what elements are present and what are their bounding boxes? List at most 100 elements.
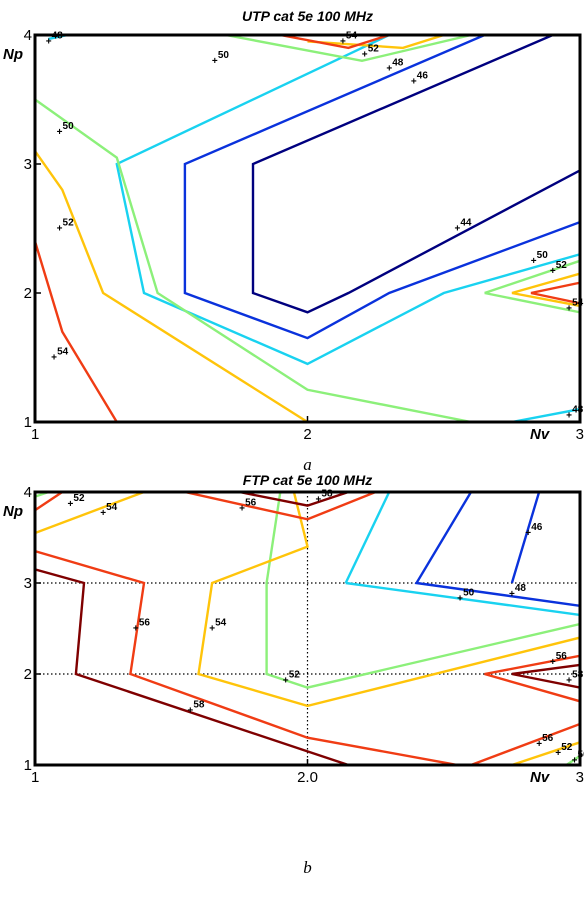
contour-marker: +	[555, 748, 561, 759]
y-tick-label: 1	[24, 414, 32, 431]
contour-line-46	[510, 492, 541, 584]
contour-line-54	[280, 35, 390, 50]
contour-line-50	[225, 35, 472, 63]
contour-marker: +	[239, 503, 245, 514]
y-tick-label: 2	[24, 666, 32, 683]
x-tick-label: 3	[576, 426, 584, 443]
contour-line-56	[184, 492, 377, 521]
contour-marker: +	[550, 657, 556, 668]
contour-line-52	[511, 272, 580, 308]
contour-marker: +	[536, 739, 542, 750]
contour-marker: +	[68, 499, 74, 510]
contour-line-48	[511, 407, 580, 422]
contour-value-label: 46	[417, 70, 429, 81]
contour-value-label: 48	[515, 583, 527, 594]
contour-line-48	[344, 492, 391, 584]
contour-value-label: 54	[215, 618, 227, 629]
contour-line-58	[239, 492, 349, 507]
contour-value-label: 50	[537, 250, 549, 261]
y-axis-label: Np	[3, 46, 23, 63]
contour-marker: +	[525, 528, 531, 539]
contour-line-54	[35, 492, 63, 512]
contour-marker: +	[212, 56, 218, 67]
contour-line-50	[35, 98, 472, 422]
contour-marker: +	[133, 624, 139, 635]
contour-value-label: 50	[63, 121, 75, 132]
contour-line-54	[470, 722, 580, 765]
contour-line-52	[307, 35, 445, 50]
x-tick-label: 2	[303, 426, 311, 443]
contour-line-50	[484, 259, 580, 314]
contour-value-label: 56	[139, 618, 151, 629]
contour-value-label: 52	[556, 260, 568, 271]
contour-lines	[35, 492, 580, 765]
contour-marker: +	[283, 675, 289, 686]
contour-value-label: 58	[321, 488, 333, 499]
contour-value-label: 54	[572, 297, 584, 308]
contour-line-50	[265, 492, 580, 689]
contour-line-46	[414, 492, 580, 607]
contour-value-label: 54	[57, 347, 69, 358]
contour-value-label: 54	[106, 502, 118, 513]
y-tick-label: 4	[24, 27, 32, 44]
contour-marker: +	[187, 705, 193, 716]
contour-marker: +	[340, 36, 346, 47]
contour-line-52	[511, 741, 580, 765]
x-tick-label: 3	[576, 769, 584, 786]
contour-marker: +	[57, 127, 63, 138]
y-tick-label: 2	[24, 285, 32, 302]
contour-marker: +	[100, 508, 106, 519]
contour-marker: +	[51, 353, 57, 364]
contour-value-label: 48	[52, 30, 64, 41]
y-tick-label: 4	[24, 484, 32, 501]
contour-line-46	[183, 35, 580, 340]
y-tick-label: 1	[24, 757, 32, 774]
contour-marker: +	[566, 303, 572, 314]
y-tick-label: 3	[24, 575, 32, 592]
contour-value-label: 52	[73, 493, 85, 504]
contour-marker: +	[509, 589, 515, 600]
contour-line-52	[197, 492, 580, 708]
contour-line-48	[115, 35, 580, 366]
contour-marker: +	[566, 675, 572, 686]
contour-marker: +	[315, 494, 321, 505]
y-tick-label: 3	[24, 156, 32, 173]
contour-marker: +	[550, 266, 556, 277]
contour-value-label: 50	[578, 749, 584, 760]
contour-value-label: 50	[463, 587, 475, 598]
contour-value-label: 52	[63, 218, 75, 229]
contour-marker: +	[362, 49, 368, 60]
chart-title: UTP cat 5e 100 MHz	[242, 8, 373, 24]
contour-value-label: 56	[556, 651, 568, 662]
x-tick-label: 1	[31, 769, 39, 786]
contour-marker: +	[411, 76, 417, 87]
contour-marker: +	[531, 256, 537, 267]
contour-value-label: 54	[346, 30, 358, 41]
contour-line-44	[251, 35, 580, 314]
contour-marker: +	[209, 624, 215, 635]
chart-title: FTP cat 5e 100 MHz	[243, 472, 372, 488]
contour-value-label: 46	[531, 522, 543, 533]
contour-line-50	[565, 754, 580, 765]
contour-lines	[35, 35, 580, 422]
contour-value-label: 56	[245, 497, 257, 508]
contour-value-label: 58	[572, 669, 584, 680]
contour-value-label: 52	[289, 669, 301, 680]
contour-marker: +	[57, 224, 63, 235]
contour-value-label: 48	[392, 58, 404, 69]
contour-value-label: 52	[368, 43, 380, 54]
contour-marker: +	[386, 64, 392, 75]
contour-value-label: 50	[218, 50, 230, 61]
x-axis-label: Nv	[530, 769, 551, 786]
contour-value-label: 44	[460, 218, 472, 229]
contour-marker: +	[457, 593, 463, 604]
y-axis-label: Np	[3, 503, 23, 520]
contour-line-58	[35, 568, 349, 765]
contour-marker: +	[454, 224, 460, 235]
x-tick-label: 2.0	[297, 769, 318, 786]
contour-value-label: 48	[572, 405, 584, 416]
contour-marker: +	[46, 36, 52, 47]
